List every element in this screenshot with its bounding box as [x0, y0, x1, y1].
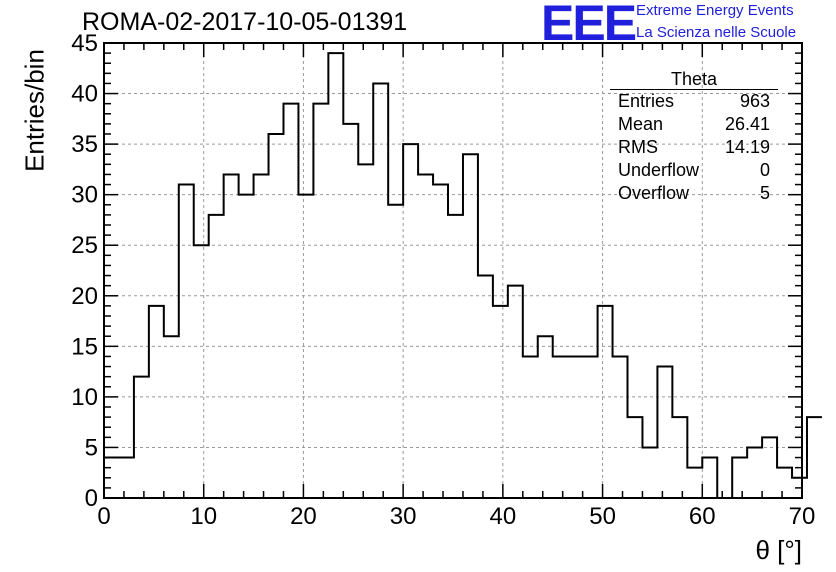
eee-logo: EEE	[541, 0, 637, 51]
stats-label: Entries	[618, 91, 675, 111]
stats-value: 0	[759, 160, 770, 180]
y-tick-label: 5	[85, 434, 98, 461]
histogram-series	[104, 52, 822, 499]
stats-row-mean: Mean 26.41	[610, 113, 778, 136]
x-tick-label: 0	[97, 503, 110, 530]
x-tick-label: 50	[589, 503, 616, 530]
x-tick-label: 10	[190, 503, 217, 530]
stats-title: Theta	[610, 70, 778, 90]
stats-value: 963	[739, 91, 770, 111]
logo-line-1: Extreme Energy Events	[636, 2, 794, 19]
x-axis-label: θ [°]	[755, 535, 802, 565]
y-tick-label: 15	[71, 333, 98, 360]
y-tick-label: 0	[85, 485, 98, 512]
y-axis-label: Entries/bin	[19, 49, 50, 172]
x-tick-label: 70	[789, 503, 816, 530]
stats-row-underflow: Underflow 0	[610, 159, 778, 182]
stats-value: 5	[759, 183, 770, 203]
x-tick-label: 40	[490, 503, 517, 530]
x-tick-label: 30	[390, 503, 417, 530]
y-tick-label: 10	[71, 384, 98, 411]
y-tick-label: 30	[71, 182, 98, 209]
logo-line-2: La Scienza nelle Scuole	[636, 24, 797, 41]
y-tick-label: 35	[71, 131, 98, 158]
stats-label: Underflow	[618, 160, 700, 180]
stats-label: Mean	[618, 114, 664, 134]
grid-lines	[104, 43, 802, 498]
stats-row-entries: Entries 963	[610, 90, 778, 113]
plot-frame	[103, 42, 803, 499]
y-tick-label: 45	[71, 30, 98, 57]
stats-row-overflow: Overflow 5	[610, 182, 778, 205]
stats-label: RMS	[618, 137, 658, 157]
stats-box: Theta Entries 963 Mean 26.41 RMS 14.19 U…	[610, 70, 778, 205]
x-tick-label: 20	[290, 503, 317, 530]
x-tick-label: 60	[689, 503, 716, 530]
stats-label: Overflow	[618, 183, 690, 203]
stats-value: 26.41	[724, 114, 770, 134]
y-tick-label: 25	[71, 232, 98, 259]
stats-value: 14.19	[724, 137, 770, 157]
stats-row-rms: RMS 14.19	[610, 136, 778, 159]
y-tick-label: 40	[71, 81, 98, 108]
chart-title: ROMA-02-2017-10-05-01391	[82, 8, 408, 36]
y-tick-label: 20	[71, 283, 98, 310]
